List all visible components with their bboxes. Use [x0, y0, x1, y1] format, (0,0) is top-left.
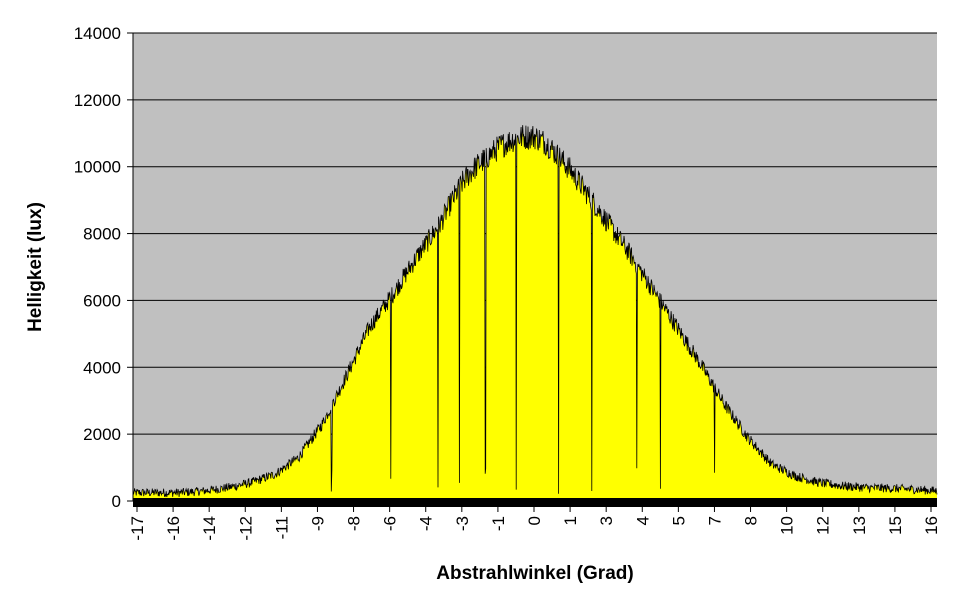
x-tick-label: 0: [525, 516, 544, 525]
x-tick-label: -12: [236, 516, 255, 541]
x-tick-labels: -17 -16 -14 -12 -11 -9 -8 -6 -4 -3 -1 0 1 3 4 5 7 8 10 12 13…: [128, 516, 941, 541]
y-tick-label: 4000: [83, 358, 121, 377]
x-axis-title: Abstrahlwinkel (Grad): [436, 563, 633, 584]
series-area: [133, 125, 937, 501]
x-tick-label: -16: [164, 516, 183, 541]
x-tick-label: -9: [308, 516, 327, 531]
y-axis-title: Helligkeit (lux): [25, 202, 46, 332]
x-tick-label: 1: [561, 516, 580, 525]
y-tick-labels: 0 2000 4000 6000 8000 10000 12000 14000: [74, 24, 121, 511]
x-tick-label: -4: [417, 516, 436, 531]
series-group: [132, 125, 938, 501]
axes: [127, 32, 937, 512]
x-tick-label: -6: [381, 516, 400, 531]
x-tick-label: -17: [128, 516, 147, 541]
y-tick-label: 12000: [74, 91, 121, 110]
x-tick-label: 13: [850, 516, 869, 535]
y-tick-label: 10000: [74, 158, 121, 177]
x-tick-label: -8: [345, 516, 364, 531]
x-tick-label: -3: [453, 516, 472, 531]
x-axis-baseline: [133, 498, 937, 507]
y-tick-label: 8000: [83, 225, 121, 244]
x-tick-label: 8: [742, 516, 761, 525]
x-tick-label: -14: [200, 516, 219, 541]
x-tick-label: -1: [489, 516, 508, 531]
x-tick-label: 15: [886, 516, 905, 535]
y-tick-label: 2000: [83, 425, 121, 444]
x-tick-label: 5: [669, 516, 688, 525]
x-tick-label: 3: [597, 516, 616, 525]
y-tick-label: 14000: [74, 24, 121, 43]
x-tick-label: 4: [633, 516, 652, 525]
y-tick-label: 0: [112, 492, 121, 511]
y-tick-label: 6000: [83, 291, 121, 310]
x-tick-label: 7: [705, 516, 724, 525]
x-tick-label: 16: [922, 516, 941, 535]
series-line: [132, 125, 938, 498]
x-tick-label: 12: [814, 516, 833, 535]
x-tick-label: -11: [272, 516, 291, 539]
x-tick-label: 10: [778, 516, 797, 535]
